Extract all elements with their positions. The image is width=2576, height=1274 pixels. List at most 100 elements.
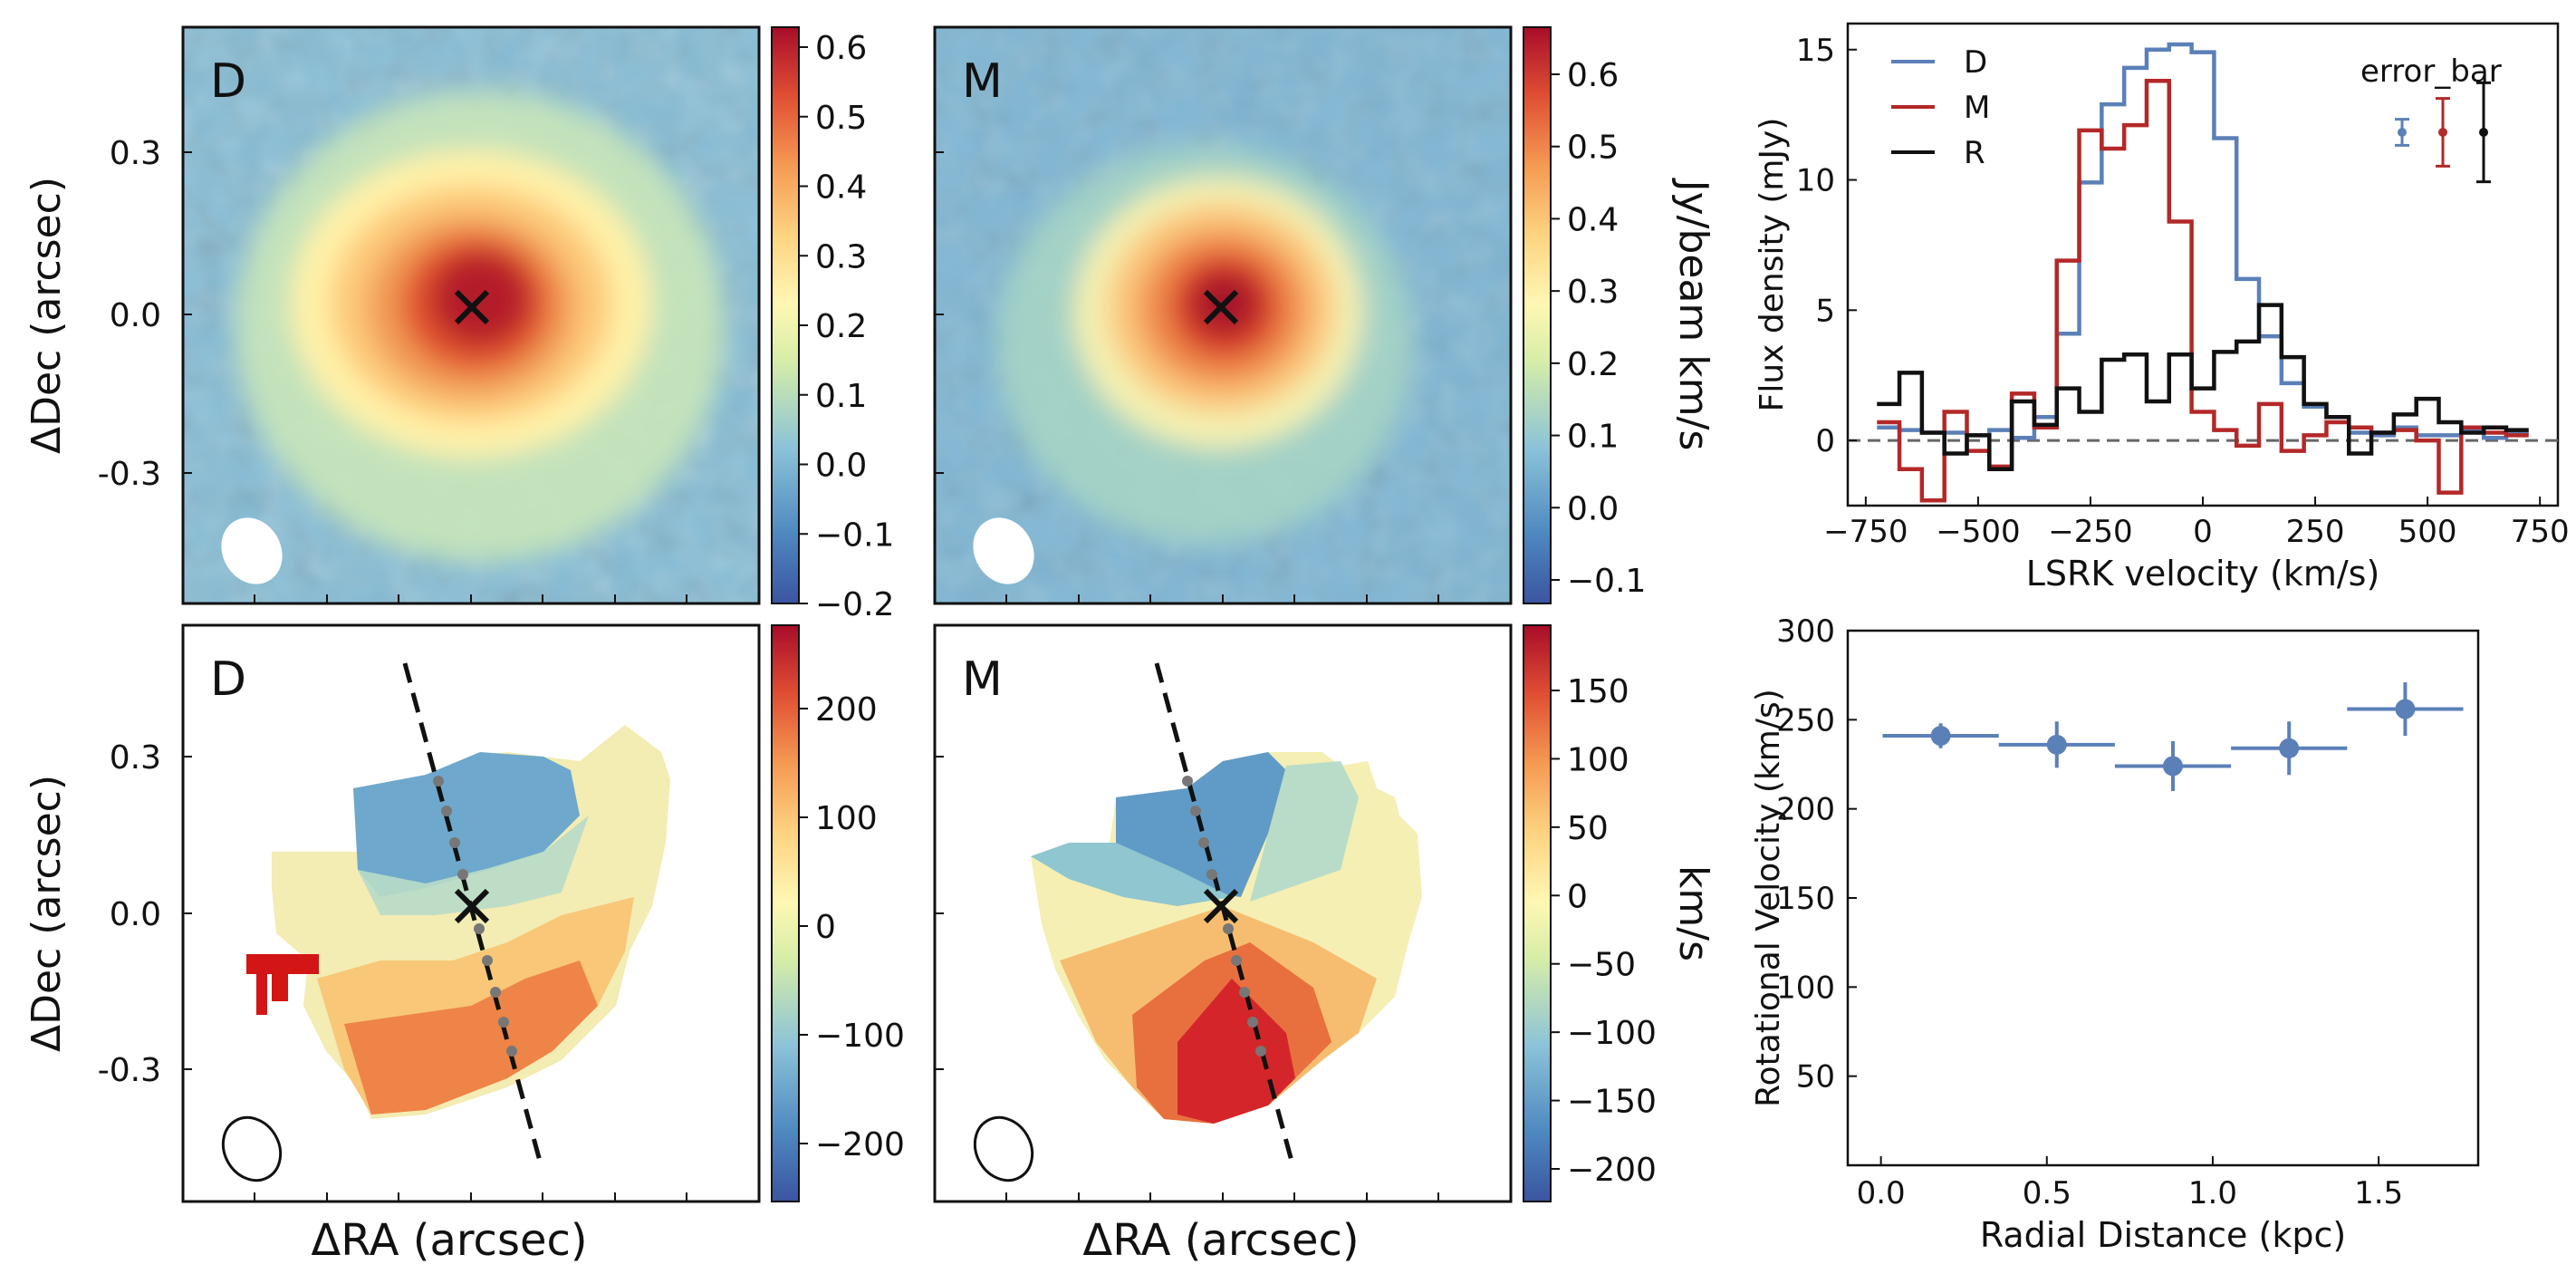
dec-tick-label: -0.3: [98, 456, 161, 493]
x-tick-label: 0.0: [1857, 1175, 1906, 1211]
x-axis-label: Radial Distance (kpc): [1980, 1215, 2346, 1255]
y-tick-label: 50: [1796, 1059, 1835, 1095]
x-tick-label: 0.5: [2023, 1175, 2071, 1211]
dec-tick-label: 0.3: [110, 739, 161, 777]
legend-label: M: [1964, 90, 1990, 126]
rotation-curve-chart: 0.0 0.5 1.0 1.5 50 100 150 200 250 300 Radial Dist…: [1750, 613, 2480, 1255]
colorbar-tick-label: 0.2: [1567, 346, 1619, 383]
colorbar-tick-label: 0.6: [815, 30, 867, 67]
error-bar-title: error_bar: [2360, 53, 2502, 90]
panel-letter: M: [962, 652, 1003, 707]
x-tick-label: 250: [2286, 514, 2345, 550]
colorbar-tick-label: −0.1: [815, 516, 894, 554]
mom0-unit-label: Jy/beam km/s: [1670, 178, 1716, 451]
colorbar: [771, 624, 800, 1202]
x-tick-label: 1.0: [2188, 1175, 2237, 1211]
x-tick-label: −250: [2048, 514, 2132, 550]
sample-points: [433, 776, 517, 1057]
colorbar-tick-label: 50: [1567, 810, 1609, 847]
x-ticks: [183, 756, 687, 1202]
x-tick-label: 500: [2398, 514, 2457, 550]
colorbar-tick-label: 0.1: [815, 378, 867, 415]
major-axis-line: [402, 662, 543, 1165]
center-cross-icon: [1203, 289, 1239, 325]
colorbar-tick-label: 0.0: [815, 448, 867, 485]
center-cross-icon: [1203, 888, 1239, 924]
data-point: [2279, 738, 2300, 758]
colorbar-tick-label: 100: [1567, 741, 1629, 778]
x-tick-label: 1.5: [2354, 1175, 2403, 1211]
dec-tick-labels-bottom: 0.3 0.0 -0.3: [98, 739, 161, 1089]
panel-letter: M: [962, 54, 1003, 109]
series-D-line: [1877, 42, 2529, 440]
colorbar-tick-label: 150: [1567, 673, 1629, 710]
colorbar-tick-label: 0: [815, 909, 836, 946]
colorbar-tick-label: 0.3: [1567, 274, 1619, 311]
data-point: [1930, 726, 1951, 747]
colorbar-tick-label: 0.4: [1567, 201, 1619, 238]
x-tick-label: −500: [1936, 514, 2020, 550]
colorbar-ticks: 200 100 0 −100 −200: [799, 691, 905, 1163]
y-tick-label: 5: [1815, 293, 1835, 329]
x-ticks: [183, 151, 687, 603]
major-axis-line: [1154, 662, 1295, 1165]
y-axis-label: Flux density (mJy): [1754, 118, 1791, 412]
mom0-M-panel: M 0.6 0.5 0.4 0.3 0.2 0.1 0.0 −0.1: [933, 25, 1646, 605]
colorbar-ticks: 0.6 0.5 0.4 0.3 0.2 0.1 0.0 −0.1: [1551, 57, 1646, 600]
legend-label: R: [1964, 135, 1985, 171]
mom1-D-panel: D 200 100 0 −100 −200: [181, 623, 905, 1203]
y-tick-label: 300: [1776, 613, 1835, 650]
dec-axis-label: ΔDec (arcsec): [24, 177, 70, 454]
colorbar-tick-label: −150: [1567, 1084, 1657, 1121]
x-tick-label: 0: [2193, 514, 2213, 550]
colorbar: [1523, 26, 1552, 604]
data-point: [2046, 734, 2067, 755]
colorbar-tick-label: 0.1: [1567, 419, 1619, 456]
colorbar-tick-label: −200: [1567, 1152, 1657, 1189]
colorbar-tick-label: 0.3: [815, 238, 867, 275]
colorbar-tick-label: −100: [1567, 1015, 1657, 1052]
colorbar-tick-label: −0.2: [815, 586, 894, 623]
center-cross-icon: [454, 888, 490, 924]
colorbar-tick-label: 0.6: [1567, 57, 1619, 94]
dec-axis-label: ΔDec (arcsec): [24, 775, 70, 1052]
colorbar-tick-label: 0.5: [815, 100, 867, 137]
colorbar-tick-label: −0.1: [1567, 563, 1646, 600]
mom1-unit-label: km/s: [1670, 865, 1716, 961]
dec-tick-labels-top: 0.3 0.0 -0.3: [98, 135, 161, 493]
data-point: [2162, 756, 2183, 777]
dec-tick-label: 0.3: [110, 135, 161, 172]
series-R-line: [1877, 303, 2529, 471]
y-tick-label: 100: [1776, 970, 1835, 1006]
panel-letter: D: [210, 652, 246, 707]
colorbar-tick-label: −200: [815, 1126, 905, 1163]
y-tick-label: 0: [1815, 423, 1835, 459]
data-point: [2395, 699, 2416, 719]
y-tick-label: 250: [1776, 702, 1835, 738]
y-tick-label: 150: [1776, 881, 1835, 917]
x-ticks: [935, 756, 1439, 1202]
mom0-D-panel: D 0.6 0.5 0.4 0.3 0.2 0.1 0.0 −0.1 −0.2: [181, 25, 894, 623]
y-axis-label: Rotational Velocity (km/s): [1750, 689, 1787, 1107]
y-tick-label: 10: [1796, 163, 1835, 199]
colorbar-tick-label: 0.2: [815, 308, 867, 345]
colorbar-tick-label: 0.5: [1567, 130, 1619, 167]
colorbar: [1523, 624, 1552, 1202]
mom1-M-panel: M 150 100 50 0 −50 −100 −150 −200: [933, 623, 1657, 1203]
y-tick-label: 200: [1776, 792, 1835, 828]
dec-tick-label: 0.0: [110, 896, 161, 933]
error-point: [2479, 128, 2488, 137]
dec-tick-label: 0.0: [110, 297, 161, 334]
center-cross-icon: [454, 289, 490, 325]
ra-axis-label: ΔRA (arcsec): [311, 1215, 587, 1266]
legend-label: D: [1964, 44, 1987, 81]
dec-tick-label: -0.3: [98, 1052, 161, 1089]
colorbar-tick-label: 0: [1567, 878, 1588, 915]
colorbar-tick-label: 200: [815, 691, 878, 729]
colorbar-tick-label: −50: [1567, 947, 1636, 984]
x-axis-label: LSRK velocity (km/s): [2026, 554, 2380, 594]
panel-letter: D: [210, 54, 246, 109]
x-ticks: [935, 151, 1439, 603]
sample-points: [1182, 776, 1266, 1057]
